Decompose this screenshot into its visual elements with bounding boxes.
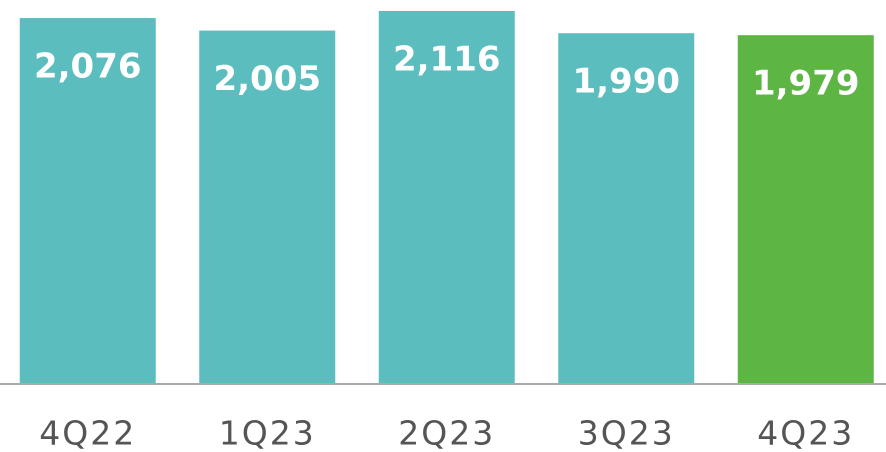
- x-tick-label: 3Q23: [578, 414, 675, 452]
- bar: [378, 11, 515, 384]
- x-tick-label: 4Q22: [39, 414, 136, 452]
- value-label: 2,116: [393, 40, 501, 80]
- x-tick-label: 2Q23: [398, 414, 495, 452]
- bar: [737, 35, 874, 384]
- x-tick-label: 4Q23: [757, 414, 854, 452]
- bar: [558, 33, 695, 384]
- value-label: 1,990: [572, 62, 680, 102]
- value-label: 1,979: [752, 64, 860, 104]
- bar: [19, 18, 156, 385]
- value-label: 2,076: [34, 47, 142, 87]
- bar: [199, 30, 336, 384]
- x-tick-label: 1Q23: [219, 414, 316, 452]
- value-label: 2,005: [213, 59, 321, 99]
